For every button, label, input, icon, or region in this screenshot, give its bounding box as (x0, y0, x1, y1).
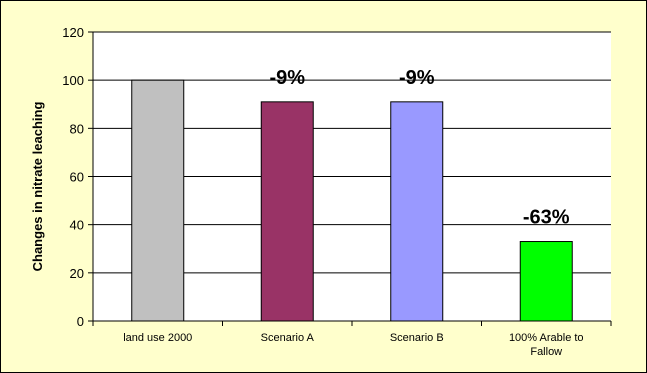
bar (260, 101, 314, 322)
y-tick-label: 60 (70, 170, 84, 185)
x-tick-label: Scenario A (261, 332, 315, 344)
y-tick-label: 100 (62, 73, 84, 88)
axes (88, 31, 612, 326)
x-tick-labels: land use 2000 Scenario A Scenario B 100% Ar… (123, 332, 583, 358)
y-axis-label: Changes in nitrate leaching (30, 102, 45, 272)
data-labels: -9% -9% -63% (269, 67, 569, 229)
x-tick-label: land use 2000 (123, 332, 192, 344)
bars (131, 79, 573, 322)
bar (519, 241, 573, 322)
y-tick-label: 40 (70, 218, 84, 233)
y-tick-label: 20 (70, 266, 84, 281)
x-tick-label: 100% Arable to Fallow (509, 332, 584, 358)
x-tick-label: Scenario B (390, 332, 444, 344)
y-tick-label: 0 (77, 314, 84, 329)
data-label: -9% (399, 67, 435, 89)
data-label: -63% (523, 207, 570, 229)
y-tick-labels: 0 20 40 60 80 100 120 (62, 25, 84, 329)
y-tick-label: 80 (70, 121, 84, 136)
y-tick-label: 120 (62, 25, 84, 40)
bar (390, 101, 444, 322)
bar (131, 79, 185, 322)
data-label: -9% (269, 67, 305, 89)
